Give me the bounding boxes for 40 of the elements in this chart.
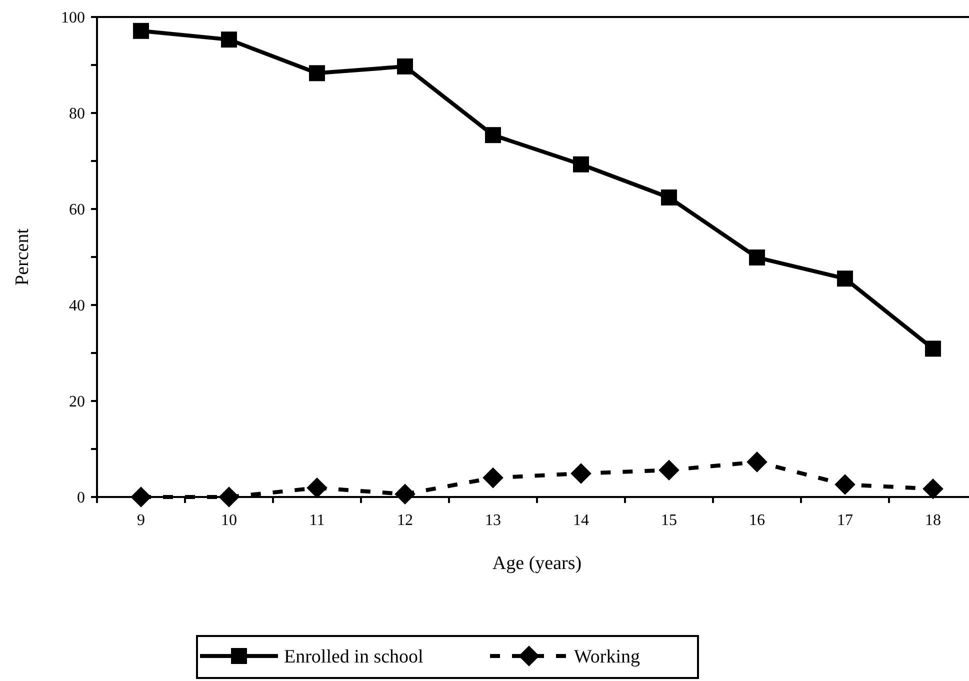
y-tick-label: 0 xyxy=(77,490,85,507)
point xyxy=(925,340,941,357)
point xyxy=(130,486,152,508)
point xyxy=(658,460,680,481)
point xyxy=(221,32,237,48)
x-tick-label: 10 xyxy=(221,512,237,529)
legend-label: Working xyxy=(574,646,641,668)
point xyxy=(394,484,416,505)
point xyxy=(485,127,501,144)
point xyxy=(837,270,853,287)
y-tick-label: 20 xyxy=(69,394,85,411)
point xyxy=(482,467,504,488)
y-axis-title: Percent xyxy=(12,228,33,286)
point xyxy=(309,65,325,82)
point xyxy=(661,189,677,206)
point xyxy=(746,452,768,472)
x-tick-label: 17 xyxy=(837,512,853,529)
x-tick-label: 12 xyxy=(397,512,413,529)
x-tick-label: 18 xyxy=(925,512,941,529)
point xyxy=(218,486,240,508)
y-tick-label: 40 xyxy=(69,298,85,315)
point xyxy=(133,22,149,39)
y-tick-label: 60 xyxy=(69,202,85,219)
point xyxy=(573,156,589,172)
point xyxy=(570,463,592,484)
x-axis-title: Age (years) xyxy=(492,553,582,574)
point xyxy=(834,474,856,495)
x-tick-label: 13 xyxy=(485,512,501,529)
legend-label: Enrolled in school xyxy=(284,646,424,668)
x-tick-label: 15 xyxy=(661,512,677,529)
point xyxy=(397,58,413,74)
y-tick-label: 80 xyxy=(69,106,85,123)
x-tick-label: 16 xyxy=(749,512,765,529)
x-tick-label: 14 xyxy=(573,512,589,529)
y-tick-label: 100 xyxy=(61,10,85,27)
point xyxy=(922,478,944,500)
point xyxy=(306,477,328,498)
x-tick-label: 11 xyxy=(309,512,325,529)
x-tick-label: 9 xyxy=(137,512,145,529)
point xyxy=(749,249,765,266)
